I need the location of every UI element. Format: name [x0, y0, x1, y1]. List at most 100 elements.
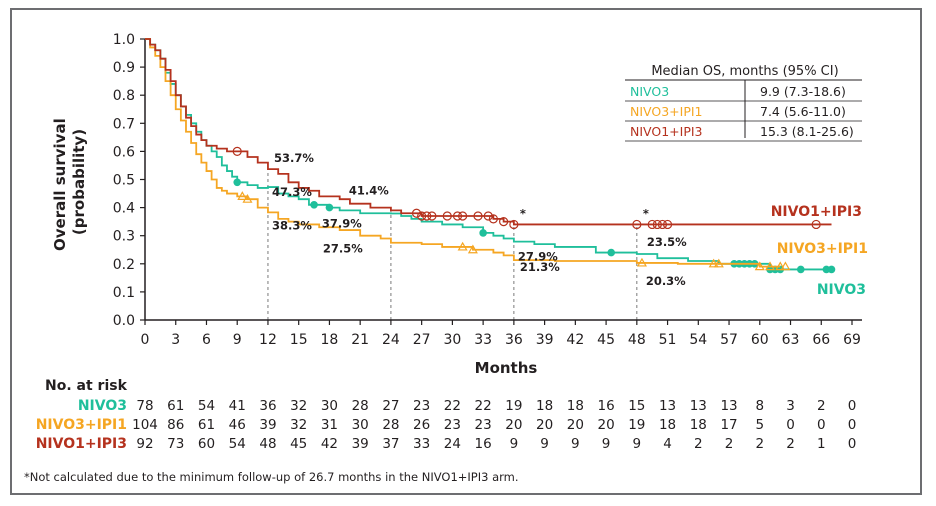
- risk-table-count: 32: [290, 398, 307, 414]
- risk-table-count: 73: [167, 436, 184, 452]
- x-tick-label: 54: [689, 332, 707, 348]
- risk-table-count: 20: [536, 417, 553, 433]
- annotations: 53.7% 47.3% 38.3% 41.4% 37.9% 27.5% * 27.9%21.3…: [272, 151, 868, 298]
- censor-mark-nivo1-ipi3: [473, 211, 483, 221]
- risk-table-count: 5: [755, 417, 764, 433]
- censor-mark-nivo3-ipi1: [780, 261, 791, 271]
- censor-mark-nivo3-ipi1: [764, 261, 776, 271]
- x-tick-label: 48: [628, 332, 646, 348]
- risk-table-count: 20: [597, 417, 614, 433]
- y-tick-label: 0.7: [113, 116, 135, 132]
- risk-table-count: 23: [444, 417, 461, 433]
- risk-table-count: 18: [659, 417, 676, 433]
- censor-mark-nivo1-ipi3: [632, 219, 642, 230]
- risk-table-count: 19: [628, 417, 645, 433]
- x-tick-label: 30: [443, 332, 461, 348]
- censor-mark-nivo3: [479, 229, 487, 237]
- censor-mark-nivo3-ipi1: [457, 241, 468, 251]
- annotation-label: 37.9%: [322, 217, 362, 231]
- x-tick-label: 6: [202, 332, 211, 348]
- censor-mark-nivo3-ipi1: [754, 261, 765, 271]
- risk-table-count: 9: [571, 436, 580, 452]
- risk-table-count: 78: [136, 398, 153, 414]
- risk-table-count: 61: [198, 417, 215, 433]
- risk-table-count: 104: [132, 417, 158, 433]
- censor-mark-nivo1-ipi3: [427, 211, 437, 221]
- risk-table-count: 27: [382, 398, 399, 414]
- x-axis-label: Months: [475, 359, 538, 377]
- annotation-label: 21.3%: [520, 260, 560, 274]
- censor-mark-nivo1-ipi3: [422, 211, 432, 221]
- annotation-label: 38.3%: [272, 218, 312, 232]
- risk-table-count: 24: [444, 436, 461, 452]
- y-tick-label: 1.0: [113, 32, 135, 48]
- x-tick-label: 27: [413, 332, 431, 348]
- x-tick-label: 0: [141, 332, 150, 348]
- y-tick-label: 0.9: [113, 60, 135, 76]
- censor-mark-nivo3: [607, 248, 616, 257]
- y-axis-label-line2: (probability): [70, 129, 88, 235]
- annotation-label: *: [643, 206, 649, 220]
- censor-mark-nivo3-ipi1: [242, 193, 253, 203]
- censor-mark-nivo1-ipi3: [499, 217, 509, 227]
- risk-table-count: 9: [540, 436, 549, 452]
- risk-table-arm: NIVO3+IPI1: [36, 417, 127, 433]
- x-tick-label: 69: [843, 332, 861, 348]
- censor-mark-nivo1-ipi3: [509, 219, 519, 230]
- censor-mark-nivo1-ipi3: [662, 219, 673, 230]
- risk-table-arm: NIVO1+IPI3: [36, 436, 127, 452]
- median-table-value: 15.3 (8.1-25.6): [760, 124, 854, 139]
- risk-table-count: 28: [382, 417, 399, 433]
- risk-table-count: 22: [475, 398, 492, 414]
- x-tick-label: 12: [259, 332, 277, 348]
- risk-table-count: 0: [817, 417, 826, 433]
- risk-table-count: 13: [659, 398, 676, 414]
- annotation-label: 23.5%: [647, 235, 687, 249]
- x-tick-label: 57: [720, 332, 738, 348]
- x-tick-label: 51: [659, 332, 677, 348]
- risk-table-count: 54: [229, 436, 246, 452]
- risk-table-count: 18: [536, 398, 553, 414]
- y-tick-label: 0.6: [113, 144, 135, 160]
- annotation-label: 47.3%: [272, 185, 312, 199]
- risk-table-count: 16: [597, 398, 614, 414]
- risk-table-count: 28: [352, 398, 369, 414]
- x-tick-label: 33: [474, 332, 492, 348]
- y-tick-label: 0.0: [113, 313, 135, 329]
- risk-table-count: 92: [136, 436, 153, 452]
- risk-table-count: 2: [725, 436, 734, 452]
- risk-table-count: 20: [567, 417, 584, 433]
- risk-table-count: 31: [321, 417, 338, 433]
- x-tick-label: 60: [751, 332, 769, 348]
- y-tick-label: 0.5: [113, 173, 135, 189]
- median-table-value: 7.4 (5.6-11.0): [760, 104, 846, 119]
- risk-table-count: 2: [755, 436, 764, 452]
- x-tick-label: 18: [321, 332, 339, 348]
- risk-table-count: 86: [167, 417, 184, 433]
- median-table-value: 9.9 (7.3-18.6): [760, 84, 846, 99]
- risk-table-arm: NIVO3: [78, 398, 127, 414]
- annotation-label: 27.5%: [323, 242, 363, 256]
- risk-table-count: 42: [321, 436, 338, 452]
- survival-curves: [145, 38, 836, 274]
- risk-table-count: 0: [786, 417, 795, 433]
- median-table-arm: NIVO3+IPI1: [630, 104, 703, 119]
- risk-table-count: 20: [505, 417, 522, 433]
- y-axis-label: Overall survival (probability): [51, 113, 88, 251]
- risk-table-count: 54: [198, 398, 215, 414]
- censor-mark-nivo3: [325, 203, 334, 212]
- y-axis-label-line1: Overall survival: [51, 118, 69, 251]
- censor-mark-nivo1-ipi3: [442, 211, 452, 221]
- censor-mark-nivo1-ipi3: [411, 208, 422, 218]
- x-tick-label: 15: [290, 332, 308, 348]
- risk-table-count: 60: [198, 436, 215, 452]
- curve-label: NIVO3: [817, 282, 866, 298]
- censor-mark-nivo3-ipi1: [636, 257, 647, 267]
- x-tick-label: 39: [536, 332, 554, 348]
- risk-table-count: 0: [848, 398, 857, 414]
- risk-table-count: 9: [602, 436, 611, 452]
- risk-table-count: 9: [633, 436, 642, 452]
- censor-mark-nivo1-ipi3: [652, 219, 662, 230]
